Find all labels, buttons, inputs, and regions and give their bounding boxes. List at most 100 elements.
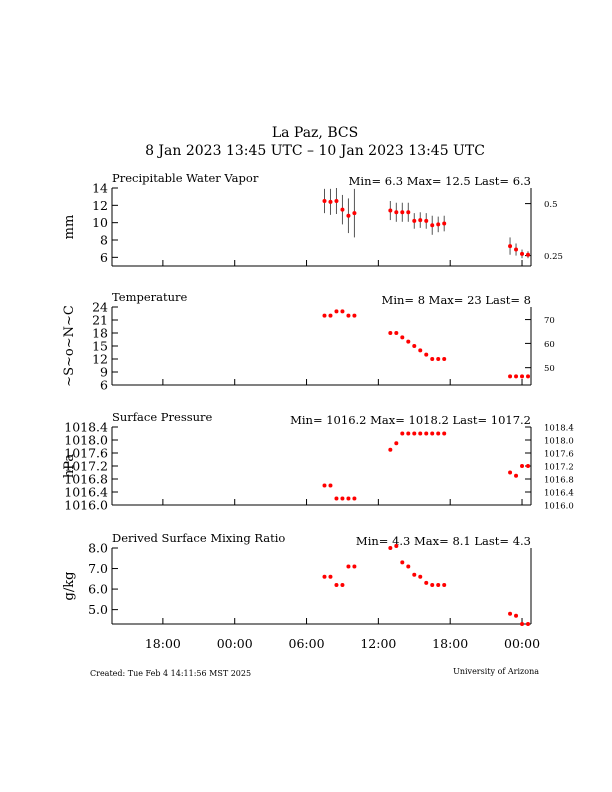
y-tick-label: 10 [92, 215, 108, 230]
data-point [508, 244, 513, 249]
data-point [388, 208, 393, 213]
data-point [442, 357, 447, 361]
data-point [412, 344, 417, 348]
y-tick-label: 1018.0 [64, 433, 108, 448]
y-tick-label: 1016.8 [64, 472, 108, 487]
data-point [352, 564, 357, 569]
data-point [412, 431, 417, 436]
stat-max: Max= 12.5 [403, 174, 471, 188]
y-axis-label: mm [62, 215, 77, 240]
y-tick-label: 1017.2 [64, 459, 108, 474]
panels-group: Precipitable Water Vapor Min= 6.3 Max= 12… [62, 171, 574, 651]
data-point [418, 218, 423, 223]
data-point [406, 431, 411, 436]
data-point [436, 222, 441, 227]
y-tick-label: 18 [92, 326, 108, 341]
data-point [334, 582, 339, 587]
data-point [514, 613, 519, 618]
data-point [400, 560, 405, 565]
data-point [352, 496, 357, 501]
data-point [526, 464, 531, 468]
y-tick-label: 6.0 [88, 582, 108, 597]
panel-stats: Min= 1016.2 Max= 1018.2 Last= 1017.2 [290, 413, 531, 427]
y-tick-label: 12 [92, 352, 108, 367]
stat-min: Min= 8 [382, 293, 425, 307]
data-point [346, 213, 351, 218]
chart-title: La Paz, BCS [272, 125, 358, 141]
panel-stats: Min= 6.3 Max= 12.5 Last= 6.3 [349, 174, 531, 188]
y-tick-label: 15 [92, 339, 108, 354]
data-point [406, 210, 411, 215]
stat-min: Min= 1016.2 [290, 413, 366, 427]
data-point [442, 221, 447, 226]
y-tick-label: 24 [92, 300, 108, 315]
data-point [394, 543, 399, 548]
right-tick-label: 1018.4 [544, 424, 574, 434]
data-point [328, 574, 333, 579]
data-point [526, 252, 531, 257]
y-tick-label: 12 [92, 198, 108, 213]
chart-subtitle: 8 Jan 2023 13:45 UTC – 10 Jan 2023 13:45… [145, 143, 485, 159]
data-point [442, 582, 447, 587]
data-point [514, 473, 519, 478]
stat-last: Last= 1017.2 [449, 413, 531, 427]
data-point [340, 582, 345, 587]
data-point [322, 483, 327, 488]
stat-min: Min= 4.3 [356, 534, 410, 548]
y-axis-label: g/kg [62, 572, 77, 601]
data-point [352, 211, 357, 216]
data-point [508, 374, 513, 379]
y-tick-label: 6 [100, 250, 108, 265]
stat-last: Last= 6.3 [471, 174, 531, 188]
data-point [520, 622, 525, 626]
data-point [508, 611, 513, 616]
data-point [424, 431, 429, 436]
right-tick-label: 1017.6 [544, 450, 574, 460]
stat-max: Max= 8.1 [410, 534, 470, 548]
y-axis-label: hPa [62, 454, 77, 479]
data-point [394, 210, 399, 215]
y-tick-label: 1016.4 [64, 485, 108, 500]
data-point [430, 582, 435, 587]
right-tick-label: 1018.0 [544, 437, 574, 447]
right-tick-label: 0.5 [544, 200, 558, 210]
right-tick-label: 1016.4 [544, 489, 574, 499]
data-point [520, 251, 525, 256]
data-point [400, 210, 405, 215]
data-point [322, 313, 327, 318]
stat-last: Last= 8 [482, 293, 531, 307]
panel-stats: Min= 4.3 Max= 8.1 Last= 4.3 [356, 534, 531, 548]
data-point [412, 218, 417, 223]
y-tick-label: 1016.0 [64, 498, 108, 513]
data-point [328, 199, 333, 204]
data-point [388, 546, 393, 550]
data-point [412, 572, 417, 577]
right-tick-label: 70 [544, 316, 555, 326]
data-point [346, 496, 351, 501]
panel-title: Derived Surface Mixing Ratio [112, 531, 285, 545]
right-tick-label: 60 [544, 340, 555, 350]
data-point [328, 483, 333, 488]
panel-title: Surface Pressure [112, 410, 213, 424]
data-point [430, 431, 435, 436]
data-point [430, 223, 435, 228]
x-tick-label: 00:00 [504, 636, 540, 651]
y-tick-label: 1017.6 [64, 446, 108, 461]
right-tick-label: 0.25 [544, 252, 563, 262]
data-point [340, 496, 345, 501]
data-point [508, 470, 513, 475]
right-tick-label: 1016.8 [544, 476, 574, 486]
data-point [400, 335, 405, 340]
data-point [424, 352, 429, 357]
data-point [394, 441, 399, 446]
y-tick-label: 5.0 [88, 602, 108, 617]
data-point [400, 431, 405, 436]
data-point [436, 582, 441, 587]
data-point [526, 622, 531, 626]
right-tick-label: 50 [544, 364, 555, 374]
data-point [334, 496, 339, 501]
data-point [436, 357, 441, 361]
data-point [322, 574, 327, 579]
data-point [436, 431, 441, 436]
